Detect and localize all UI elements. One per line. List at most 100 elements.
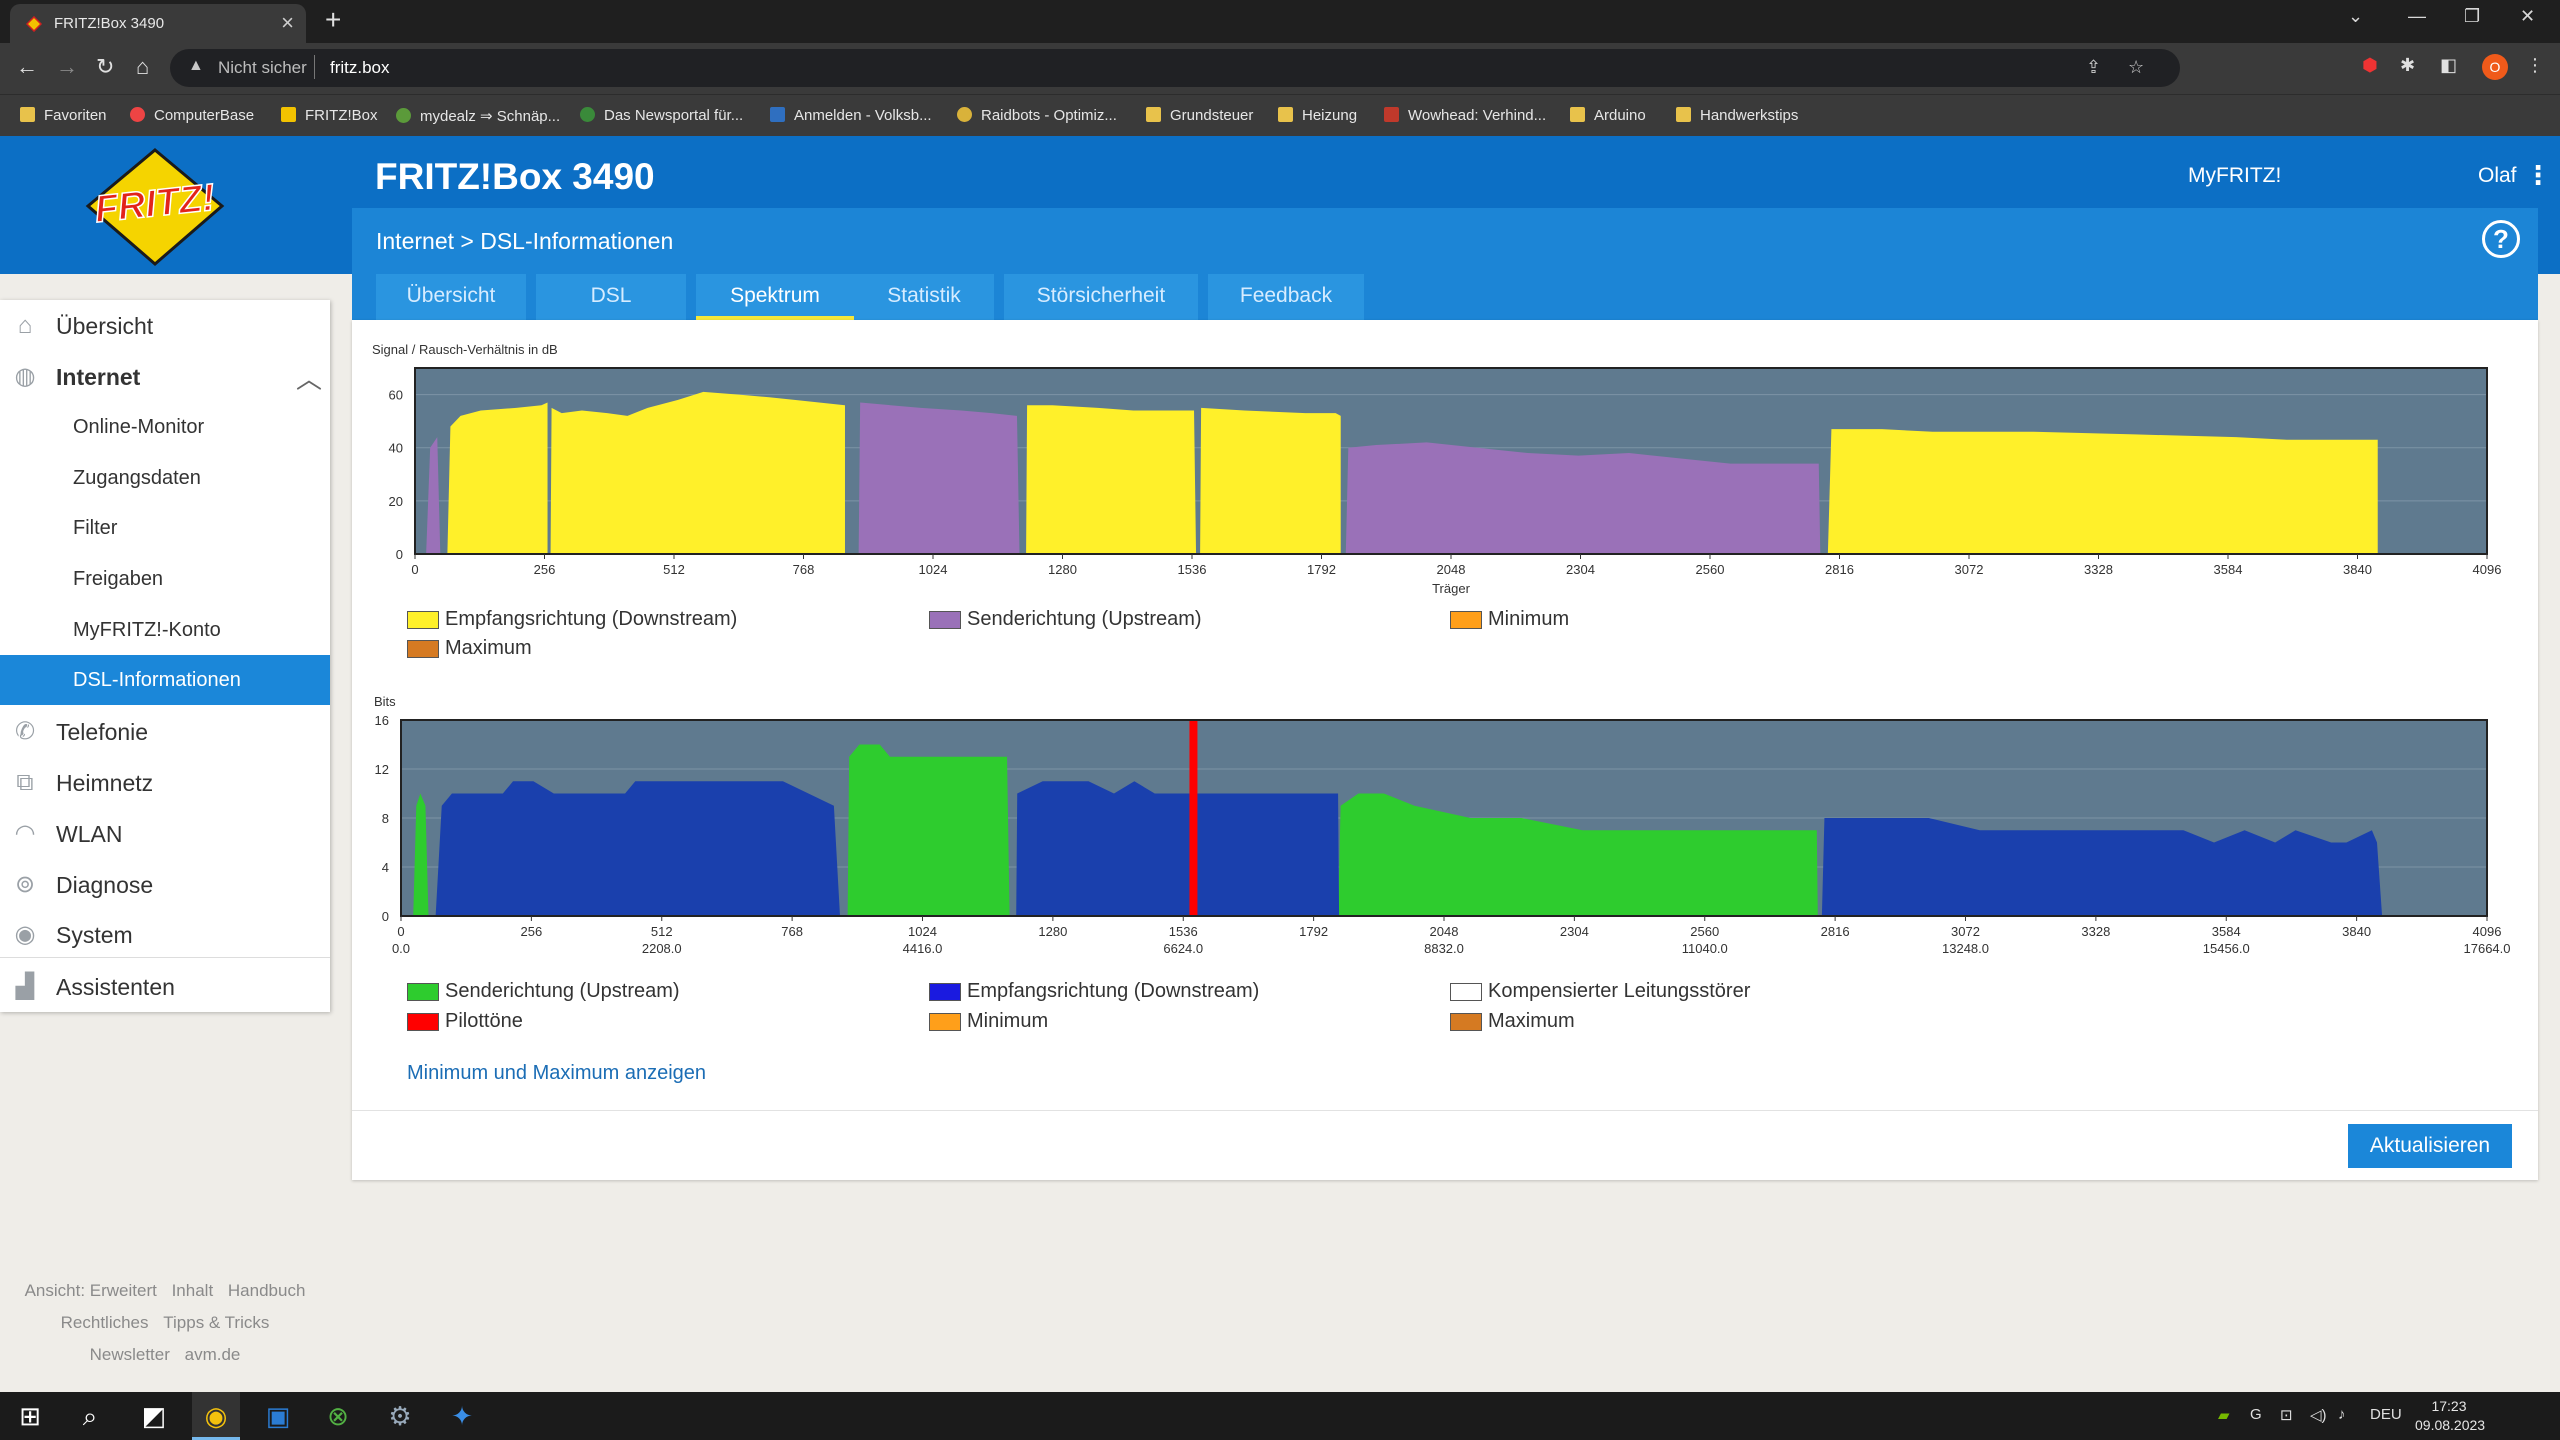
tab-stoersicherheit[interactable]: Störsicherheit (1004, 274, 1198, 320)
home-button-icon[interactable]: ⌂ (136, 54, 150, 79)
x-tick-label: 256 (521, 924, 543, 939)
sidebar-item-label: System (56, 922, 133, 948)
bookmark-item[interactable]: Grundsteuer (1146, 107, 1253, 124)
x-tick-label: 2816 (1825, 562, 1854, 577)
help-icon[interactable]: ? (2482, 220, 2520, 258)
sidebar-item-dsl-informationen[interactable]: DSL-Informationen (0, 655, 330, 705)
extensions-icon[interactable]: ✱ (2400, 55, 2416, 75)
xbox-icon[interactable]: ⊗ (327, 1401, 349, 1431)
x-tick-label: 4096 (2473, 562, 2502, 577)
footer-link[interactable]: avm.de (184, 1345, 241, 1364)
bookmark-item[interactable]: mydealz ⇒ Schnäp... (396, 107, 560, 125)
bookmark-item[interactable]: Anmelden - Volksb... (770, 107, 932, 124)
bookmark-star-icon[interactable]: ☆ (2128, 57, 2145, 77)
y-tick-label: 0 (382, 909, 389, 924)
bookmark-item[interactable]: ComputerBase (130, 107, 254, 124)
sidebar-item-label: Filter (73, 517, 118, 539)
nvidia-tray-icon[interactable]: ▰ (2218, 1407, 2230, 1424)
series-area (1345, 442, 1821, 554)
footer-link[interactable]: Handbuch (227, 1281, 306, 1300)
sidebar-item-online-monitor[interactable]: Online-Monitor (0, 402, 330, 452)
reload-icon[interactable]: ↻ (96, 54, 115, 79)
sidebar-item-diagnose[interactable]: ⊚ Diagnose (0, 859, 330, 909)
sidebar-item-assistenten[interactable]: ▟ Assistenten (0, 961, 330, 1011)
network-tray-icon[interactable]: ⊡ (2280, 1407, 2293, 1424)
url-text: fritz.box (330, 58, 390, 77)
speaker-icon[interactable]: ♪ (2338, 1406, 2346, 1423)
content-panel: Signal / Rausch-Verhältnis in dB 0 20 40 60 0… (352, 320, 2538, 1180)
sidebar-item-wlan[interactable]: ◠ WLAN (0, 808, 330, 858)
bookmark-item[interactable]: Arduino (1570, 107, 1646, 124)
search-icon[interactable]: ⌕ (82, 1401, 98, 1431)
footer-link[interactable]: Inhalt (171, 1281, 214, 1300)
tab-statistik[interactable]: Statistik (854, 274, 994, 320)
chevron-up-icon[interactable]: ︿ (296, 364, 323, 394)
user-name[interactable]: Olaf (2478, 164, 2517, 187)
bookmark-item[interactable]: Heizung (1278, 107, 1357, 124)
windows-taskbar: ⊞ ⌕ ◩ ◉ ▣ ⊗ ⚙ ✦ ▰ G ⊡ ◁) ♪ DEU 17:23 09.… (0, 1392, 2560, 1440)
user-menu-icon[interactable]: ⋮ (2525, 160, 2551, 190)
bookmark-item[interactable]: Handwerkstips (1676, 107, 1798, 124)
fritz-logo[interactable]: FRITZ! (80, 146, 230, 266)
battlenet-icon[interactable]: ✦ (451, 1401, 473, 1431)
close-tab-icon[interactable]: × (281, 10, 294, 35)
sidebar-item-system[interactable]: ◉ System (0, 909, 330, 959)
sidebar-item-freigaben[interactable]: Freigaben (0, 554, 330, 604)
sidebar-item-label: Übersicht (56, 313, 154, 339)
bookmark-item[interactable]: Wowhead: Verhind... (1384, 107, 1546, 124)
show-minmax-link[interactable]: Minimum und Maximum anzeigen (407, 1062, 707, 1084)
file-explorer-icon[interactable]: ◩ (141, 1401, 167, 1431)
address-bar[interactable]: ▲ Nicht sicher fritz.box ⇪ ☆ (170, 49, 2180, 87)
new-tab-icon[interactable]: + (325, 4, 342, 35)
sidebar-item-telefonie[interactable]: ✆ Telefonie (0, 706, 330, 756)
sidebar-item-zugangsdaten[interactable]: Zugangsdaten (0, 453, 330, 503)
x-tick-label: 3328 (2084, 562, 2113, 577)
sidebar-item-myfritz-konto[interactable]: MyFRITZ!-Konto (0, 605, 330, 655)
legend-swatch (929, 611, 961, 629)
back-icon[interactable]: ← (16, 54, 38, 79)
outlook-icon[interactable]: ▣ (265, 1401, 291, 1431)
steam-icon[interactable]: ⚙ (388, 1401, 412, 1431)
bookmark-item[interactable]: Favoriten (20, 107, 107, 124)
sidebar-item-heimnetz[interactable]: ⧉ Heimnetz (0, 757, 330, 807)
chrome-menu-icon[interactable]: ⋮ (2526, 55, 2544, 75)
tab-spektrum[interactable]: Spektrum (696, 274, 854, 320)
x-tick-label: 3840 (2343, 562, 2372, 577)
update-button[interactable]: Aktualisieren (2348, 1124, 2512, 1168)
footer-link[interactable]: Tipps & Tricks (163, 1313, 270, 1332)
bookmark-item[interactable]: FRITZ!Box (281, 107, 378, 124)
windows-start-icon[interactable]: ⊞ (19, 1401, 41, 1431)
footer-link[interactable]: Ansicht: Erweitert (24, 1281, 157, 1300)
sidepanel-icon[interactable]: ◧ (2440, 55, 2458, 75)
bookmark-item[interactable]: Raidbots - Optimiz... (957, 107, 1117, 124)
taskbar-clock[interactable]: 17:23 09.08.2023 (2415, 1397, 2485, 1435)
logitech-tray-icon[interactable]: G (2250, 1406, 2262, 1423)
profile-avatar[interactable]: O (2482, 54, 2508, 80)
myfritz-link[interactable]: MyFRITZ! (2188, 164, 2282, 187)
restore-icon[interactable]: ❐ (2464, 6, 2481, 26)
ublock-icon[interactable]: ⬢ (2362, 55, 2378, 75)
footer-link[interactable]: Newsletter (89, 1345, 170, 1364)
close-window-icon[interactable]: ✕ (2520, 6, 2536, 26)
tab-search-icon[interactable]: ⌄ (2348, 6, 2364, 26)
browser-tab[interactable]: FRITZ!Box 3490 × (10, 4, 306, 43)
sidebar-item-filter[interactable]: Filter (0, 503, 330, 553)
y-tick-label: 20 (389, 494, 403, 509)
share-icon[interactable]: ⇪ (2086, 57, 2102, 77)
x-tick-label: 1024 (919, 562, 948, 577)
forward-icon[interactable]: → (56, 54, 78, 79)
sidebar-item-internet[interactable]: ◍ Internet ︿ (0, 351, 330, 401)
tab-uebersicht[interactable]: Übersicht (376, 274, 526, 320)
tab-feedback[interactable]: Feedback (1208, 274, 1364, 320)
volume-tray-icon[interactable]: ◁) (2310, 1407, 2327, 1424)
y-tick-label: 0 (396, 547, 403, 562)
language-indicator[interactable]: DEU (2370, 1406, 2402, 1423)
chrome-icon[interactable]: ◉ (204, 1401, 228, 1431)
series-area (847, 744, 1010, 916)
sidebar-item-uebersicht[interactable]: ⌂ Übersicht (0, 300, 330, 350)
footer-link[interactable]: Rechtliches (60, 1313, 149, 1332)
y-tick-label: 8 (382, 811, 389, 826)
bookmark-item[interactable]: Das Newsportal für... (580, 107, 743, 124)
minimize-icon[interactable]: — (2408, 6, 2426, 26)
tab-dsl[interactable]: DSL (536, 274, 686, 320)
